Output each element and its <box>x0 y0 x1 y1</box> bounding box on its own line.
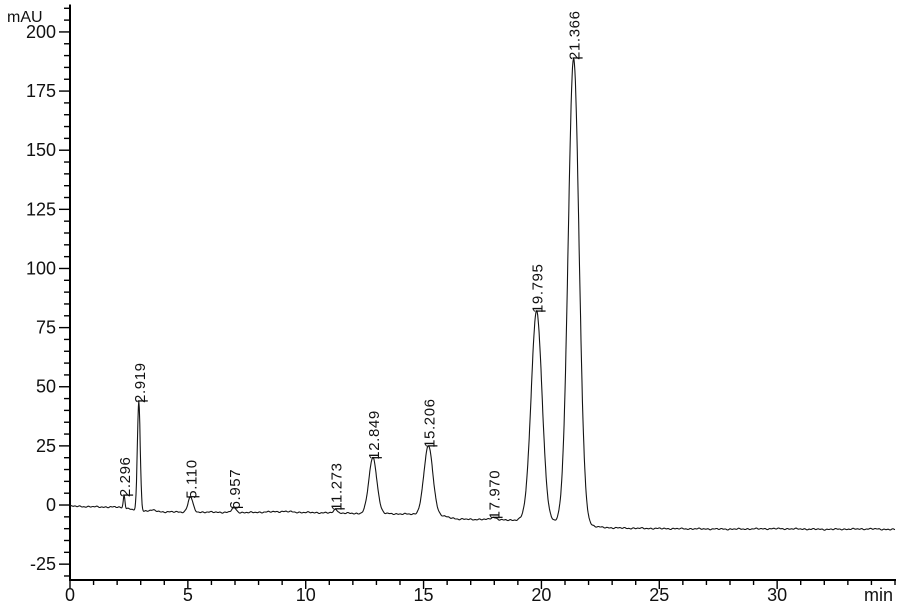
trace-layer <box>69 58 896 531</box>
peak-retention-time-label: 12.849 <box>366 410 383 459</box>
y-axis-unit-label: mAU <box>7 9 43 26</box>
peak-retention-time-label: 17.970 <box>487 470 504 519</box>
axes-layer: -25 0 25 50 75 100 125 150 175 200 0 5 10 15 20 25 30 <box>26 4 896 605</box>
chromatogram-trace <box>69 58 896 531</box>
peak-retention-time-label: 5.110 <box>183 459 200 498</box>
peak-retention-time-label: 15.206 <box>421 398 438 447</box>
y-tick-label: 125 <box>26 199 56 219</box>
y-tick-label: 100 <box>26 258 56 278</box>
peak-retention-time-label: 2.919 <box>132 362 149 403</box>
y-tick-label: 0 <box>46 495 56 515</box>
y-tick-label: 25 <box>36 436 56 456</box>
x-tick-label: 20 <box>531 585 551 605</box>
peak-retention-time-label: 6.957 <box>227 469 244 510</box>
x-tick-label: 25 <box>649 585 669 605</box>
y-tick-label: 50 <box>36 377 56 397</box>
peak-retention-time-label: 21.366 <box>567 10 584 59</box>
y-tick-label: 75 <box>36 318 56 338</box>
peak-retention-time-label: 19.795 <box>530 264 547 313</box>
peak-retention-time-label: 2.296 <box>117 457 134 498</box>
y-tick-label: 200 <box>26 22 56 42</box>
x-tick-label: 10 <box>296 585 316 605</box>
x-tick-label: 15 <box>414 585 434 605</box>
x-tick-label: 30 <box>767 585 787 605</box>
x-tick-label: 0 <box>65 585 75 605</box>
y-tick-label: 150 <box>26 140 56 160</box>
peak-labels-layer: 2.296 2.919 5.110 6.957 11.273 12.849 15.206 17… <box>117 10 584 519</box>
peak-retention-time-label: 11.273 <box>329 462 346 510</box>
y-tick-label: -25 <box>30 554 56 574</box>
y-tick-label: 175 <box>26 81 56 101</box>
x-tick-label: 5 <box>183 585 193 605</box>
x-axis-unit-label: min <box>864 585 893 605</box>
